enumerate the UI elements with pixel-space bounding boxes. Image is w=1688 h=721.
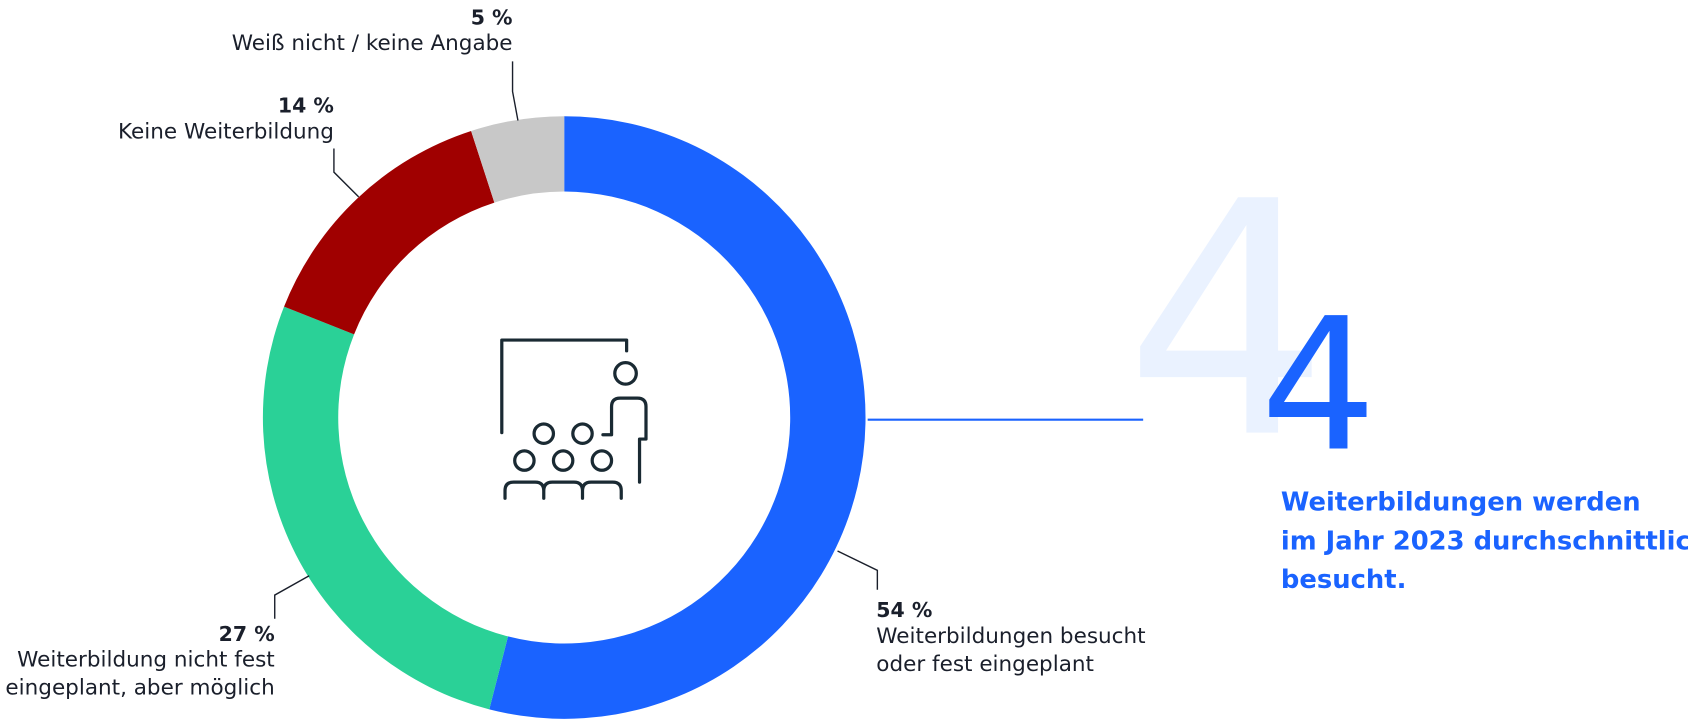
value-label: 14 % (278, 94, 334, 118)
value-label: 54 % (876, 598, 932, 622)
leader-line (837, 550, 879, 590)
donut-segment (262, 306, 509, 710)
teacher-icon (500, 338, 648, 500)
donut-segment (489, 116, 866, 719)
annotation-number-shadow: 4 (1124, 134, 1329, 510)
value-label: 27 % (219, 622, 275, 646)
category-label: Weiterbildungen besucht oder fest eingepl… (876, 624, 1145, 677)
leader-line (511, 61, 519, 121)
annotation-number: 4 (1260, 279, 1376, 492)
leader-line (333, 148, 360, 198)
donut-segment (284, 130, 495, 335)
category-label: Weiterbildung nicht fest eingeplant, aber… (5, 648, 274, 701)
donut-segment (471, 116, 565, 203)
category-label: Keine Weiterbildung (118, 119, 334, 144)
annotation-text: Weiterbildungen werden im Jahr 2023 durch… (1281, 487, 1688, 594)
value-label: 5 % (471, 5, 513, 29)
category-label: Weiß nicht / keine Angabe (232, 31, 513, 56)
leader-line (274, 575, 310, 619)
